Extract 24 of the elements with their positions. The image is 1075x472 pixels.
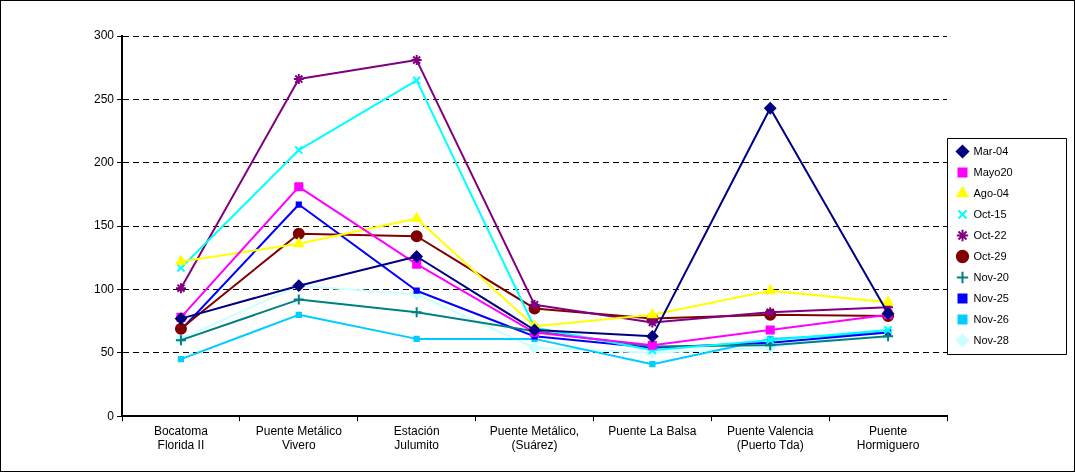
x-tick-label: Puente La Balsa bbox=[608, 423, 697, 438]
y-tick-label: 50 bbox=[100, 345, 115, 360]
legend-label: Ago-04 bbox=[973, 186, 1009, 199]
legend-label: Oct-22 bbox=[973, 228, 1007, 241]
y-tick-label: 100 bbox=[93, 281, 115, 296]
legend-label: Nov-28 bbox=[973, 333, 1009, 346]
x-tick-label: Puente Metálico, (Suárez) bbox=[489, 423, 580, 453]
x-tick-label: Puente Valencia (Puerto Tda) bbox=[726, 423, 814, 453]
legend-label: Oct-29 bbox=[973, 249, 1007, 262]
legend-label: Oct-15 bbox=[973, 207, 1007, 220]
y-tick-label: 250 bbox=[93, 91, 115, 106]
x-tick-label: Bocatoma Florida II bbox=[153, 423, 209, 453]
x-tick-label: Estación Julumito bbox=[393, 423, 440, 453]
x-tick-label: Puente Hormiguero bbox=[856, 423, 920, 453]
legend-label: Nov-20 bbox=[973, 270, 1009, 283]
y-tick-label: 200 bbox=[93, 155, 115, 170]
y-tick-label: 0 bbox=[107, 408, 115, 423]
y-tick-label: 150 bbox=[93, 218, 115, 233]
x-tick-label: Puente Metálico Vivero bbox=[255, 423, 343, 453]
y-tick-label: 300 bbox=[93, 28, 115, 43]
legend-label: Nov-26 bbox=[973, 312, 1009, 325]
legend-label: Mar-04 bbox=[973, 144, 1009, 157]
legend-label: Mayo20 bbox=[973, 165, 1013, 178]
legend-label: Nov-25 bbox=[973, 291, 1009, 304]
